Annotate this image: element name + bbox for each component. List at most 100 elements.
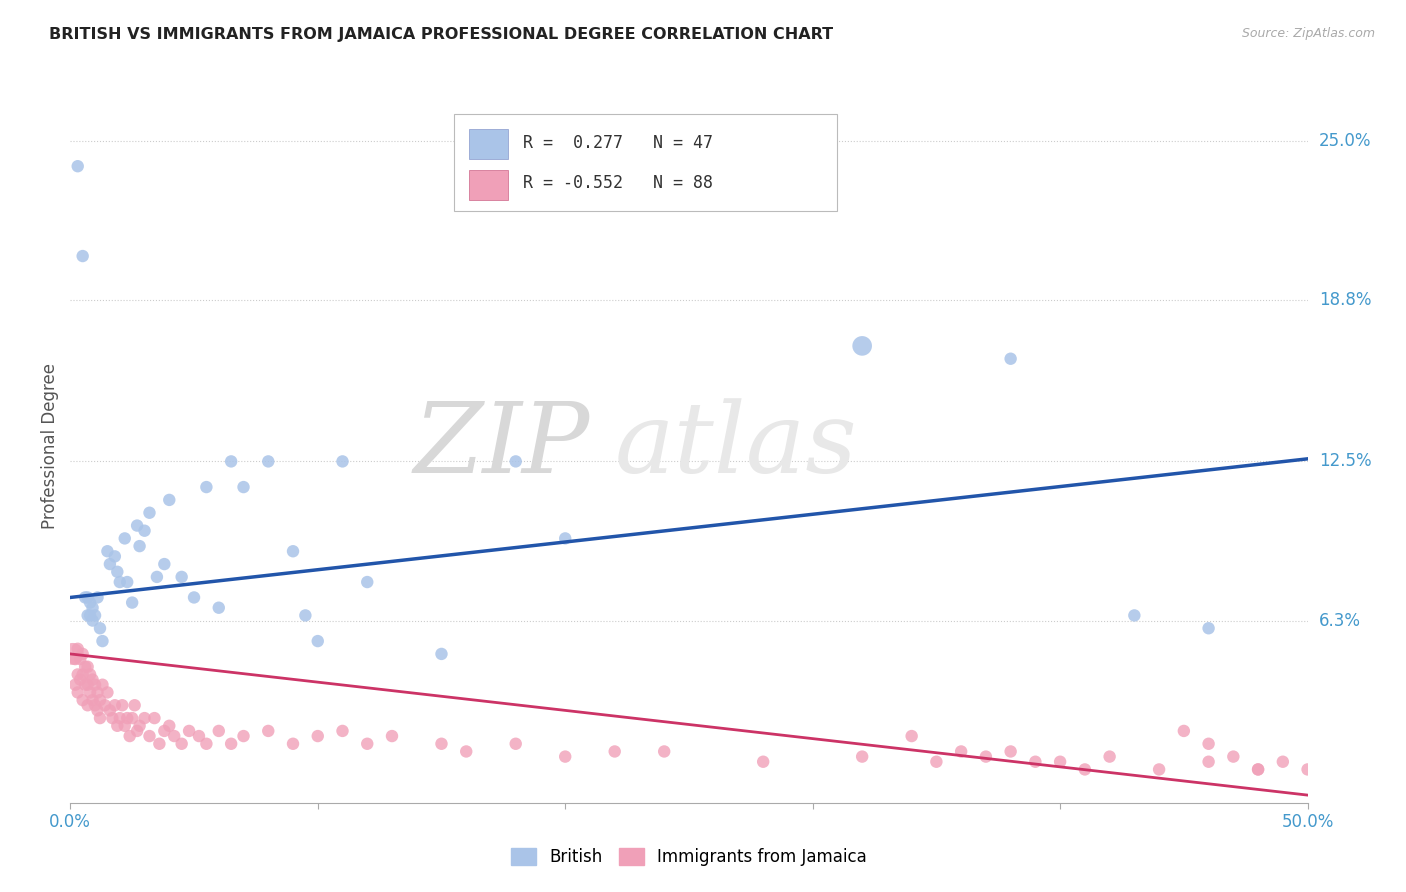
Point (79, 685, 101, 699)
Point (1222, 749, 1244, 764)
Point (75, 591, 97, 605)
Point (82, 673, 104, 687)
Point (66, 641, 89, 656)
Point (82, 614, 104, 628)
Point (307, 729, 329, 743)
Point (76, 698, 98, 713)
Point (851, 749, 873, 764)
Point (1098, 749, 1121, 764)
Point (72, 647, 94, 661)
Point (62, 647, 84, 661)
Point (1198, 621, 1220, 635)
Text: ZIP: ZIP (413, 399, 591, 493)
Point (356, 737, 378, 751)
Point (950, 744, 973, 758)
Point (128, 719, 150, 733)
Point (332, 723, 354, 738)
Point (1173, 723, 1195, 738)
Text: R =  0.277   N = 47: R = 0.277 N = 47 (523, 134, 713, 152)
Point (183, 591, 205, 605)
Point (82, 600, 104, 615)
Point (72, 693, 94, 707)
Point (1000, 744, 1022, 758)
Point (900, 729, 922, 743)
Point (974, 749, 997, 764)
FancyBboxPatch shape (454, 114, 838, 211)
Point (146, 570, 169, 584)
Point (752, 755, 775, 769)
Point (381, 729, 404, 743)
Point (195, 737, 218, 751)
Text: 25.0%: 25.0% (1319, 131, 1371, 150)
Point (108, 575, 131, 590)
Point (72, 249, 94, 263)
Text: R = -0.552   N = 88: R = -0.552 N = 88 (523, 175, 713, 193)
Point (257, 454, 280, 468)
Point (86, 591, 108, 605)
Point (104, 698, 127, 713)
Text: 6.3%: 6.3% (1319, 612, 1361, 630)
Point (65, 678, 87, 692)
Point (356, 575, 378, 590)
Point (1198, 737, 1220, 751)
Point (72, 667, 94, 681)
Point (89, 693, 111, 707)
Y-axis label: Professional Degree: Professional Degree (41, 363, 59, 529)
Point (104, 549, 127, 564)
Point (170, 737, 193, 751)
Point (84, 678, 107, 692)
Point (1198, 755, 1220, 769)
Point (1247, 763, 1270, 777)
Point (89, 621, 111, 635)
Point (1247, 763, 1270, 777)
Point (84, 608, 107, 623)
Text: 12.5%: 12.5% (1319, 452, 1371, 470)
Point (157, 492, 180, 507)
Point (98, 703, 121, 717)
Point (66, 667, 89, 681)
Legend: British, Immigrants from Jamaica: British, Immigrants from Jamaica (505, 841, 873, 873)
Point (257, 723, 280, 738)
Point (163, 729, 186, 743)
Point (115, 711, 138, 725)
Point (105, 565, 128, 579)
Point (101, 711, 124, 725)
Point (127, 518, 149, 533)
Point (456, 744, 478, 758)
Point (1271, 755, 1294, 769)
Point (219, 737, 242, 751)
Point (505, 454, 527, 468)
Point (1296, 763, 1319, 777)
Point (121, 596, 143, 610)
Point (76, 608, 98, 623)
Point (134, 711, 156, 725)
Point (153, 557, 176, 571)
Point (114, 719, 136, 733)
Point (127, 723, 149, 738)
Point (332, 454, 354, 468)
Point (430, 647, 453, 661)
Point (208, 600, 231, 615)
Point (1123, 608, 1146, 623)
FancyBboxPatch shape (468, 169, 509, 200)
Point (79, 667, 101, 681)
Point (115, 575, 138, 590)
Point (79, 608, 101, 623)
Point (134, 524, 156, 538)
Point (652, 744, 675, 758)
Text: 18.8%: 18.8% (1319, 291, 1371, 309)
Point (195, 480, 218, 494)
Point (65, 652, 87, 666)
Point (69, 673, 91, 687)
Point (76, 659, 98, 673)
Point (188, 729, 211, 743)
Point (98, 557, 121, 571)
Point (118, 729, 141, 743)
Point (138, 506, 160, 520)
Point (96, 544, 118, 558)
Point (1024, 755, 1046, 769)
Point (96, 685, 118, 699)
Point (1074, 763, 1097, 777)
Point (219, 454, 242, 468)
Point (281, 544, 304, 558)
